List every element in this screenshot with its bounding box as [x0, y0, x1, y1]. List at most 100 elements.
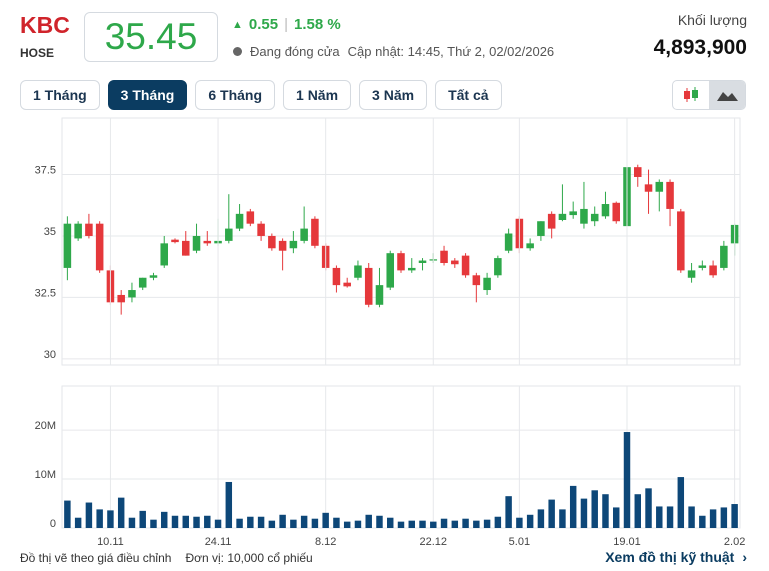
range-tab[interactable]: 3 Năm [359, 80, 428, 110]
candle-body [547, 213, 556, 229]
candle-body [677, 211, 685, 271]
y-tick-label: 10M [35, 469, 56, 481]
candle-body [397, 253, 405, 271]
change-row: ▲ 0.55 | 1.58 % [232, 16, 341, 34]
volume-bar [548, 499, 555, 528]
tech-link-text[interactable]: Xem đồ thị kỹ thuật [605, 549, 735, 565]
updated: Cập nhật: 14:45, Thứ 2, 02/02/2026 [347, 44, 555, 59]
volume-bar [699, 515, 706, 528]
volume-bar [623, 432, 631, 528]
candle-body [687, 270, 696, 278]
volume-bar [505, 496, 512, 528]
candle-body [257, 223, 265, 236]
volume-bar [268, 520, 276, 528]
volume-bar [591, 490, 598, 528]
volume-bar [128, 517, 136, 528]
candle-body [138, 277, 147, 288]
volume-bar [731, 504, 738, 528]
volume-bar [387, 517, 394, 528]
volume-bar [64, 500, 71, 528]
volume-bar [408, 520, 415, 528]
volume-bar [462, 518, 469, 528]
volume-bar [365, 514, 372, 528]
volume-bar [483, 519, 491, 528]
volume-bar [182, 515, 189, 528]
volume-bar [473, 520, 480, 528]
volume-bar [257, 516, 265, 528]
candle-body [451, 260, 459, 265]
range-tab[interactable]: 1 Tháng [20, 80, 100, 110]
candle-body [85, 223, 93, 236]
candle-icon[interactable] [673, 81, 709, 109]
candle-body [666, 181, 674, 209]
tech-link[interactable]: Xem đồ thị kỹ thuật › [605, 549, 747, 565]
volume-bar [171, 515, 179, 528]
candle-body [203, 240, 212, 244]
change: 0.55 [248, 16, 279, 33]
range-tab[interactable]: 6 Tháng [195, 80, 276, 110]
volume-bar [225, 481, 233, 528]
view-toggle[interactable] [672, 80, 746, 110]
x-tick-label: 8.12 [315, 536, 336, 548]
volume-bar [311, 518, 319, 528]
up-arrow: ▲ [232, 19, 243, 31]
candle-body [655, 181, 664, 192]
volume-bar [494, 516, 502, 528]
candle-body [289, 240, 298, 249]
candle-body [558, 213, 567, 220]
x-tick-label: 5.01 [509, 536, 530, 548]
volume-bar [613, 507, 620, 528]
range-tab[interactable]: 3 Tháng [107, 80, 188, 110]
footer-unit: Đơn vị: 10,000 cổ phiếu [185, 551, 313, 565]
candle-body [364, 267, 373, 305]
price: 35.45 [84, 12, 218, 62]
volume-bar [720, 507, 728, 528]
chevron[interactable]: › [742, 549, 747, 565]
volume-bar [85, 502, 93, 528]
candle-body [698, 265, 707, 268]
range-tab[interactable]: 1 Năm [283, 80, 352, 110]
x-tick-label: 19.01 [613, 536, 641, 548]
status-row: Đang đóng cửa Cập nhật: 14:45, Thứ 2, 02… [233, 44, 554, 59]
volume-bar [247, 516, 254, 528]
range-tab[interactable]: Tất cả [435, 80, 502, 110]
candle-body [343, 282, 351, 287]
candle-body [569, 211, 577, 216]
candle-body [644, 184, 653, 192]
candle-body [95, 223, 104, 271]
y-tick-label: 30 [44, 349, 56, 361]
candle-body [504, 233, 513, 251]
candle-body [633, 167, 642, 177]
candle-body [117, 294, 125, 303]
volume-bar [96, 509, 103, 528]
plot-frame [61, 117, 741, 366]
volume-bar [526, 514, 534, 528]
area-icon[interactable] [709, 81, 745, 109]
candle-body [181, 240, 190, 256]
volume-bar [300, 515, 308, 528]
volume-bar [214, 519, 222, 528]
volume-bar [709, 509, 717, 528]
volume-bar [580, 498, 588, 528]
candle-body [590, 213, 599, 222]
candle-body [472, 275, 481, 286]
candle-body [160, 243, 169, 266]
volume-bar [354, 520, 362, 528]
candle-body [63, 223, 72, 268]
volume-bar [516, 517, 523, 528]
y-tick-label: 35 [44, 226, 56, 238]
volume: 4,893,900 [653, 36, 747, 59]
candle-body [74, 223, 82, 239]
volume-bar [419, 520, 426, 528]
candle-body [268, 235, 276, 249]
volume-bar [559, 509, 566, 528]
candle-body [225, 228, 233, 241]
volume-bar [451, 520, 459, 528]
candle-body [612, 202, 621, 222]
candle-body [537, 221, 545, 236]
footer-notes: Đồ thị vẽ theo giá điều chỉnh Đơn vị: 10… [20, 551, 313, 565]
y-tick-label: 0 [50, 518, 56, 530]
candle-body [128, 290, 136, 298]
